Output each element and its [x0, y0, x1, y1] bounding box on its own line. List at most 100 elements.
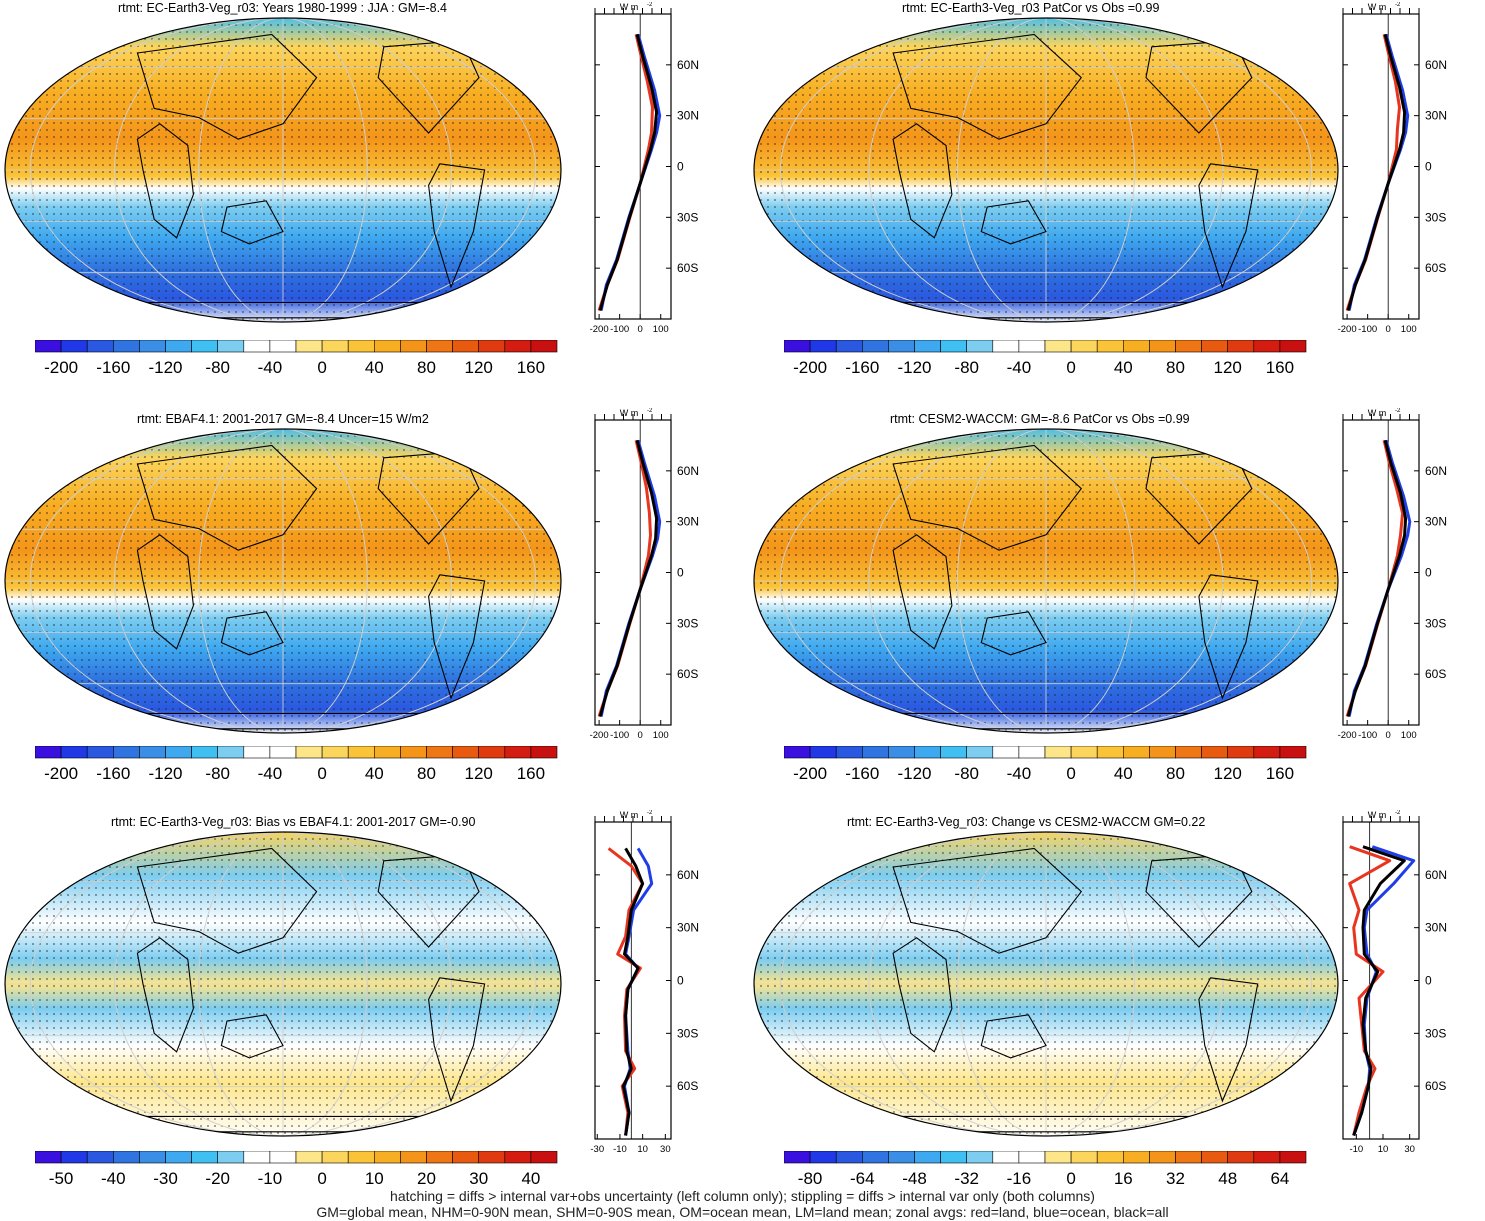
colorbar-swatch: [426, 339, 453, 353]
zonal-lat-label: 60S: [1425, 261, 1446, 275]
coastline: [892, 937, 953, 1053]
zonal-lat-label: 60N: [1425, 58, 1447, 72]
zonal-mean-panel-d: W m -2 60N 30N 0 30S 60S -200 -100 0 100: [1323, 408, 1481, 758]
colorbar-label: -80: [205, 764, 230, 783]
map-panel-d: [752, 427, 1340, 740]
coastline: [892, 33, 1083, 140]
colorbar-swatch: [165, 1150, 192, 1164]
coastline: [136, 937, 194, 1053]
colorbar-label: -160: [96, 358, 130, 377]
colorbar-label: 0: [1066, 764, 1075, 783]
colorbar-swatch: [478, 745, 506, 759]
map-border: [4, 428, 562, 734]
zonal-unit-exponent: -2: [647, 2, 653, 8]
zonal-lat-label: 30S: [1425, 616, 1446, 630]
colorbar-label: 40: [1114, 764, 1133, 783]
colorbar-swatch: [426, 745, 453, 759]
colorbar-swatch: [113, 745, 140, 759]
colorbar-swatch: [1149, 1150, 1176, 1164]
colorbar-label: 80: [417, 358, 436, 377]
zonal-x-label: -200: [1338, 730, 1357, 741]
colorbar-swatch: [966, 745, 994, 759]
colorbar-label: -200: [44, 764, 78, 783]
zonal-svg: W m -2 60N 30N 0 30S 60S -30 -10 10 30: [590, 810, 699, 1155]
colorbar-swatch: [835, 1150, 863, 1164]
colorbar-label: 0: [317, 358, 326, 377]
colorbar-label: -80: [954, 358, 979, 377]
colorbar-swatch: [504, 1150, 532, 1164]
coastline: [1198, 977, 1259, 1103]
colorbar-c: -200-160-120-80-4004080120160200: [34, 745, 597, 791]
coastline: [428, 163, 486, 289]
colorbar-swatch: [1018, 745, 1046, 759]
colorbar-swatch: [1227, 339, 1255, 353]
colorbar-swatch: [478, 1150, 506, 1164]
zonal-x-label: -200: [590, 730, 609, 741]
map-border: [753, 428, 1339, 734]
zonal-lat-label: 30S: [1425, 1026, 1446, 1040]
zonal-x-label: -100: [610, 324, 629, 335]
colorbar-swatch: [269, 745, 297, 759]
colorbar-label: 48: [1218, 1169, 1237, 1188]
coastline: [980, 200, 1047, 245]
colorbar-swatch: [1070, 745, 1098, 759]
zonal-x-label: 0: [638, 324, 643, 335]
colorbar-swatch: [530, 745, 558, 759]
zonal-mean-panel-a: W m -2 60N 30N 0 30S 60S -200 -100 0 100: [575, 2, 715, 352]
zonal-mean-panel-c: W m -2 60N 30N 0 30S 60S -200 -100 0 100: [575, 408, 715, 758]
map-svg: [753, 17, 1339, 323]
zonal-line-ocean: [1352, 845, 1416, 1136]
colorbar-swatch: [992, 745, 1020, 759]
zonal-svg: W m -2 60N 30N 0 30S 60S -200 -100 0 100: [590, 408, 699, 741]
colorbar-swatch: [1070, 1150, 1098, 1164]
zonal-frame: [1342, 419, 1420, 726]
zonal-unit-label: W m: [620, 2, 639, 12]
colorbar-e: -50-40-30-20-1001020304050: [34, 1150, 593, 1196]
colorbar-label: 120: [465, 764, 493, 783]
colorbar-label: 160: [1266, 358, 1294, 377]
colorbar-label: 20: [417, 1169, 436, 1188]
colorbar-label: -120: [148, 358, 182, 377]
zonal-lat-label: 60S: [1425, 667, 1446, 681]
zonal-line-ocean: [1347, 439, 1412, 717]
colorbar-swatch: [426, 1150, 453, 1164]
zonal-lat-label: 30S: [1425, 210, 1446, 224]
map-field: [5, 18, 561, 322]
zonal-lat-label: 60N: [677, 58, 699, 72]
colorbar-label: -160: [845, 358, 879, 377]
panel-title-b: rtmt: EC-Earth3-Veg_r03 PatCor vs Obs =0…: [902, 1, 1160, 15]
colorbar-swatch: [1044, 339, 1072, 353]
zonal-frame: [1342, 13, 1420, 320]
colorbar-label: -160: [845, 764, 879, 783]
colorbar-swatch: [1149, 339, 1176, 353]
colorbar-swatch: [217, 339, 245, 353]
colorbar-swatch: [940, 339, 968, 353]
colorbar-swatch: [1253, 745, 1281, 759]
zonal-line-all: [598, 33, 659, 311]
colorbar-swatch: [1253, 1150, 1281, 1164]
colorbar-swatch: [86, 1150, 114, 1164]
colorbar-label: 40: [1114, 358, 1133, 377]
map-panel-a: [3, 16, 563, 329]
colorbar-label: -80: [954, 764, 979, 783]
zonal-unit-exponent: -2: [1395, 408, 1401, 414]
coastline: [136, 847, 318, 954]
zonal-x-label: 0: [638, 730, 643, 741]
colorbar-swatch: [373, 339, 401, 353]
coastline: [136, 444, 318, 551]
panel-title-e: rtmt: EC-Earth3-Veg_r03: Bias vs EBAF4.1…: [111, 815, 476, 829]
map-panel-c: [3, 427, 563, 740]
colorbar-swatch: [34, 1150, 62, 1164]
colorbar-label: 40: [521, 1169, 540, 1188]
colorbar-label: -200: [44, 358, 78, 377]
colorbar-swatch: [1253, 339, 1281, 353]
coastline: [892, 444, 1083, 551]
colorbar-swatch: [1096, 1150, 1124, 1164]
zonal-lat-label: 0: [1425, 566, 1432, 580]
colorbar-swatch: [783, 745, 811, 759]
colorbar-swatch: [783, 339, 811, 353]
zonal-lat-label: 30S: [677, 210, 698, 224]
colorbar-swatch: [1279, 1150, 1307, 1164]
colorbar-swatch: [809, 1150, 837, 1164]
colorbar-label: -40: [1007, 358, 1032, 377]
